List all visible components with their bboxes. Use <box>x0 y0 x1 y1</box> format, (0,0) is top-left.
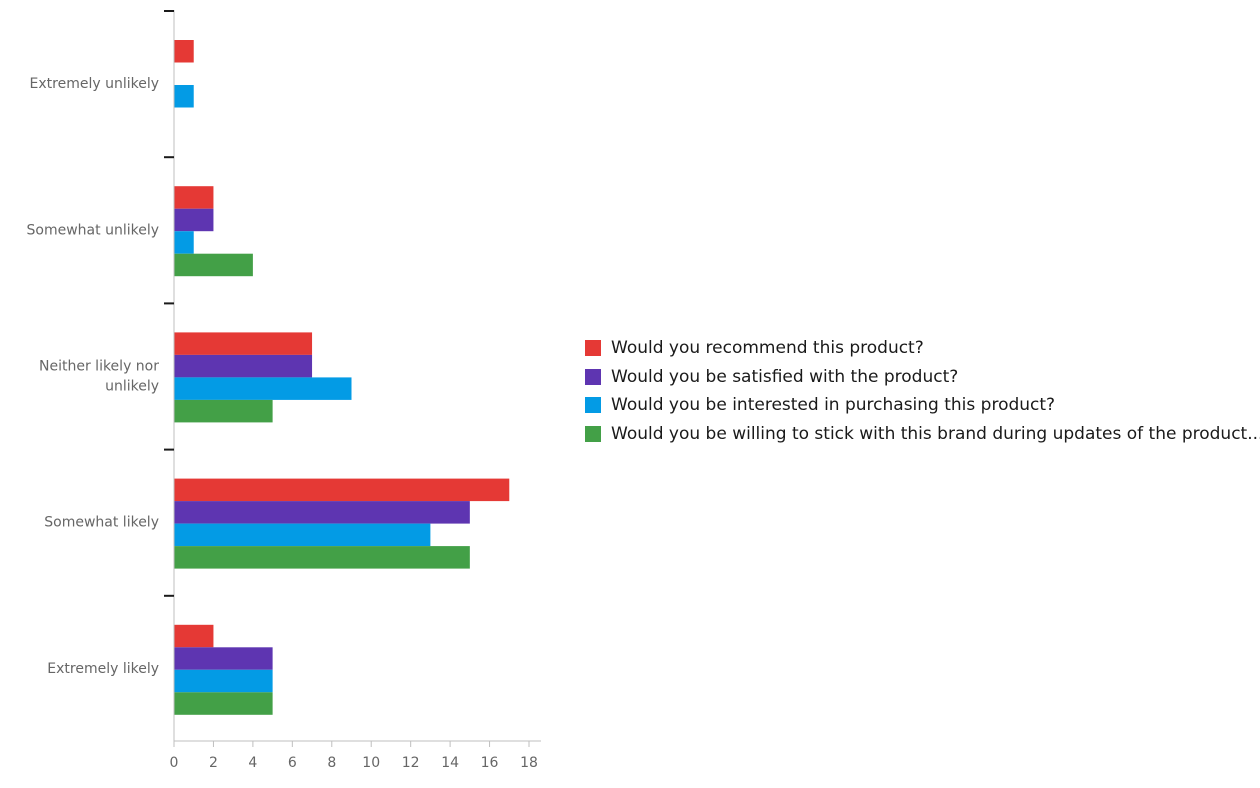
x-tick-label: 16 <box>481 755 499 771</box>
x-tick-label: 10 <box>362 755 380 771</box>
x-tick-label: 0 <box>170 755 179 771</box>
bar <box>174 354 313 378</box>
x-tick-label: 14 <box>441 755 459 771</box>
legend-label: Would you be satisfied with the product? <box>611 366 959 387</box>
legend-label: Would you be interested in purchasing th… <box>611 395 1056 416</box>
x-tick-label: 2 <box>209 755 218 771</box>
bar <box>174 186 214 209</box>
bar <box>174 253 253 277</box>
legend-swatch <box>585 397 601 414</box>
bar <box>174 40 194 63</box>
bar <box>174 647 273 670</box>
x-tick-label: 18 <box>520 755 538 771</box>
axes <box>164 10 541 747</box>
bar <box>174 546 470 569</box>
category-labels: Extremely unlikely Somewhat unlikely Neith… <box>27 76 160 677</box>
bar <box>174 501 470 524</box>
bar <box>174 399 273 423</box>
bars <box>174 40 510 715</box>
x-tick-label: 4 <box>248 755 257 771</box>
legend-item[interactable]: Would you be interested in purchasing th… <box>585 391 1260 420</box>
bar <box>174 478 510 502</box>
category-label: Somewhat unlikely <box>27 222 159 238</box>
x-tick-label: 6 <box>288 755 297 771</box>
x-tick-label: 12 <box>402 755 420 771</box>
bar <box>174 85 194 108</box>
category-label: Extremely unlikely <box>30 76 159 92</box>
bar <box>174 523 431 547</box>
category-label: Somewhat likely <box>44 515 159 531</box>
legend-item[interactable]: Would you be satisfied with the product? <box>585 363 1260 392</box>
category-label: Neither likely nor unlikely <box>39 359 159 395</box>
legend-swatch <box>585 340 601 357</box>
legend-item[interactable]: Would you recommend this product? <box>585 334 1260 363</box>
bar <box>174 377 352 400</box>
bar <box>174 624 214 648</box>
bar <box>174 692 273 715</box>
bar <box>174 231 194 254</box>
bar <box>174 332 313 355</box>
legend-label: Would you recommend this product? <box>611 338 924 359</box>
legend-swatch <box>585 368 601 385</box>
x-tick-label: 8 <box>327 755 336 771</box>
category-label: Extremely likely <box>47 661 159 677</box>
bar <box>174 669 273 693</box>
legend-swatch <box>585 425 601 442</box>
legend-item[interactable]: Would you be willing to stick with this … <box>585 420 1260 449</box>
legend-label: Would you be willing to stick with this … <box>611 423 1260 444</box>
x-tick-labels: 0 2 4 6 8 10 12 14 16 18 <box>170 755 538 771</box>
legend: Would you recommend this product? Would y… <box>585 334 1260 448</box>
bar <box>174 208 214 232</box>
